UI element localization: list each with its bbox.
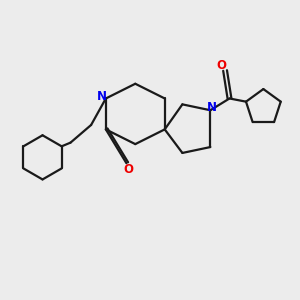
Text: N: N bbox=[207, 101, 217, 114]
Text: O: O bbox=[123, 163, 133, 176]
Text: O: O bbox=[217, 59, 226, 72]
Text: N: N bbox=[97, 91, 107, 103]
